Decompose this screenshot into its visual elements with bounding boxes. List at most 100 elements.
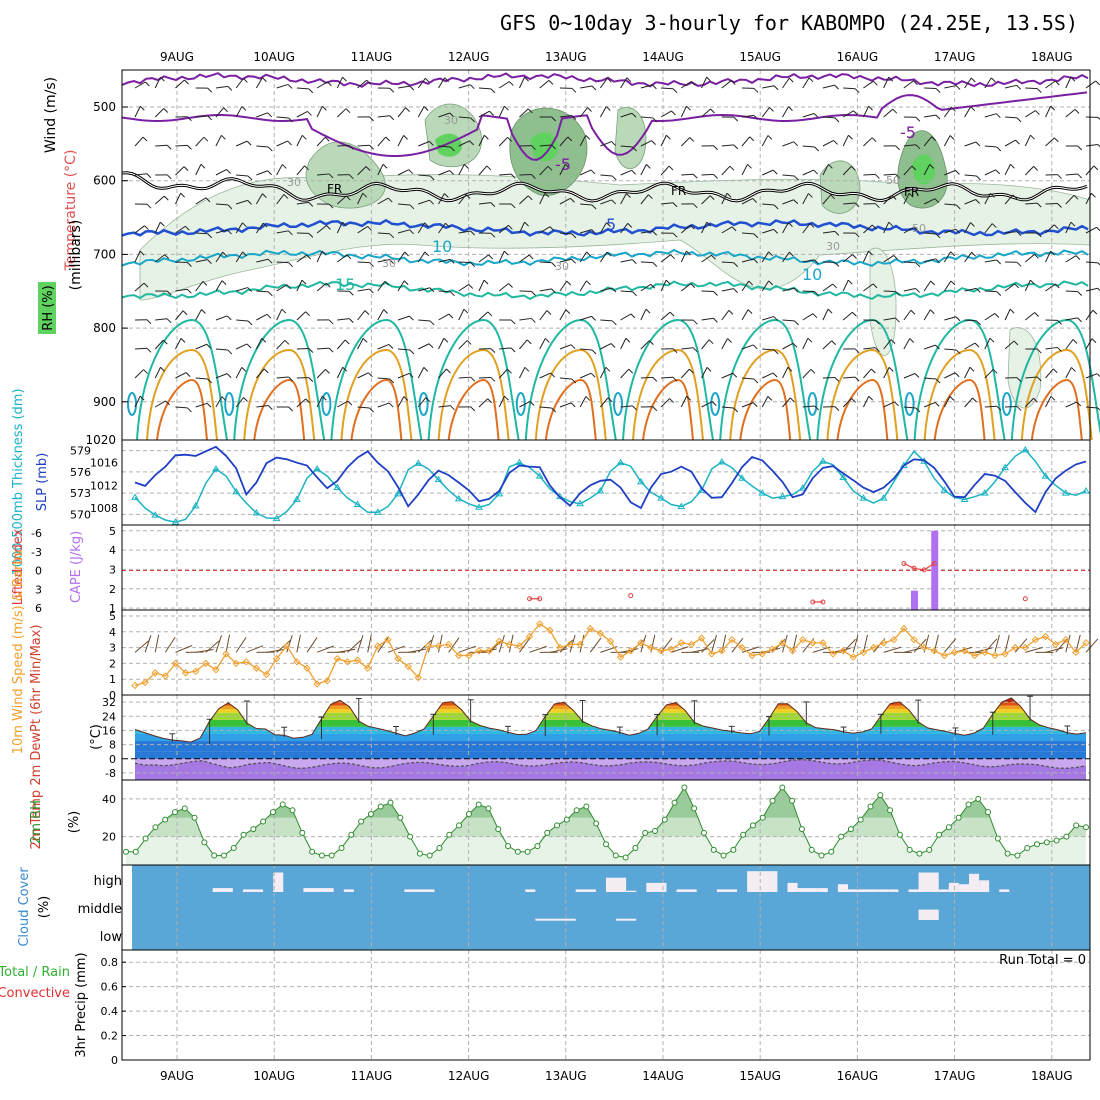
wind-barb-flag [369, 116, 374, 122]
wind-barb [195, 281, 204, 292]
wind-barb-10m [994, 634, 1000, 653]
wind-barb-flag [564, 163, 570, 169]
rh-point [554, 822, 561, 829]
high-cloud-fill [888, 889, 899, 892]
thickness-point [454, 494, 463, 502]
wind-barb-flag [1012, 194, 1018, 200]
wind-barb-flag [708, 339, 714, 345]
wind-barb-flag [1016, 117, 1022, 123]
wind-barb [701, 108, 711, 118]
wind-barb [782, 106, 789, 118]
wind-barb [782, 174, 795, 177]
wind-barb [296, 135, 303, 147]
high-cloud-fill [242, 889, 264, 892]
rh-point [573, 807, 580, 814]
rh-point [955, 814, 962, 821]
isotherm-closed-ring [418, 392, 429, 416]
wind-barb [215, 280, 223, 292]
wind-barb [397, 229, 410, 234]
isotherm-20-lobe [427, 318, 520, 441]
cape-bars-and-li [527, 530, 1028, 610]
wind-barb [458, 140, 470, 147]
rh-90-region [912, 154, 936, 185]
wind-speed-point [272, 654, 281, 663]
wind-barb-flag [531, 291, 536, 296]
wind-barb-flag [261, 337, 267, 343]
precip-axis: 00.20.40.60.8 [101, 956, 126, 1067]
wind-speed-point [667, 645, 675, 653]
wind-barb [580, 203, 593, 206]
wind-barb-flag [1033, 397, 1038, 403]
isotherm-25-lobe [826, 348, 899, 441]
wind-barb-flag [305, 311, 310, 317]
wind-barb [1024, 279, 1031, 292]
high-cloud-fill [787, 882, 798, 892]
high-cloud-fill [979, 880, 990, 892]
wind-barb-flag [955, 85, 961, 90]
wind-barb-flag [463, 164, 469, 169]
wind-barb [256, 145, 269, 148]
wind-barb [478, 87, 491, 90]
thickness-point [151, 511, 160, 518]
wind-barb [802, 145, 815, 148]
wind-barb [357, 288, 370, 292]
rh-point [926, 846, 933, 853]
cape-bar [911, 590, 919, 610]
wind-speed-point [313, 680, 321, 688]
wind-barb [802, 405, 815, 408]
date-label-bottom: 16AUG [837, 1069, 879, 1083]
wind-barb-flag [362, 192, 368, 198]
thickness-point [1041, 472, 1050, 479]
thickness-point [980, 489, 989, 496]
wind-barb-flag [345, 108, 351, 114]
wind-barb [1085, 287, 1098, 292]
wind-barb-10m [205, 640, 220, 653]
wind-barb-flag [890, 339, 896, 344]
wind-speed-point [303, 664, 311, 672]
wind-barb [1045, 368, 1054, 379]
cape-tick-label: 1 [109, 602, 116, 615]
wind-barb-flag [180, 192, 185, 198]
wind-barb-flag [813, 169, 819, 175]
wind-speed-point [444, 640, 453, 649]
wind-barb-flag [1050, 395, 1056, 401]
wind-barb-flag [914, 373, 920, 378]
wind-barb [580, 85, 593, 89]
wind-barb [256, 368, 265, 379]
wind-barb [519, 108, 529, 118]
wind-barb-flag [531, 174, 536, 179]
wind-barb-10m [832, 647, 851, 653]
wind-barb-flag [749, 136, 755, 142]
wind-barb-flag [428, 343, 434, 349]
wind-barb-flag [590, 169, 596, 175]
wind-barb [195, 343, 207, 350]
wind-speed-point [232, 659, 240, 668]
wind-barb-10m [711, 634, 717, 653]
wind-barb-flag [507, 137, 512, 142]
wind-barb [761, 280, 770, 292]
date-label-bottom: 11AUG [351, 1069, 393, 1083]
wind-barb-flag [587, 107, 592, 112]
wind-barb [640, 84, 653, 89]
rh-point [632, 845, 639, 851]
wind-barb-flag [652, 262, 658, 267]
slp-tick-label: 1008 [90, 502, 118, 515]
wind-barb-flag [611, 320, 617, 326]
rh-point [603, 841, 609, 848]
wind-barb [762, 372, 774, 379]
wind-barb-flag [1015, 139, 1020, 145]
wind-barb [701, 317, 714, 321]
wind-barb-flag [686, 105, 691, 111]
wind-barb-flag [788, 77, 794, 83]
wind-speed-point [262, 670, 271, 679]
wind-barb [357, 261, 370, 264]
wind-speed-point [384, 635, 392, 644]
wind-barb-flag [324, 136, 330, 142]
wind-barb [883, 173, 896, 176]
wind-barb [458, 84, 471, 89]
wind-barb-flag [529, 401, 535, 406]
wind-barb-flag [504, 105, 509, 111]
wind-barb-flag [243, 397, 248, 402]
wind-barb [357, 310, 366, 321]
